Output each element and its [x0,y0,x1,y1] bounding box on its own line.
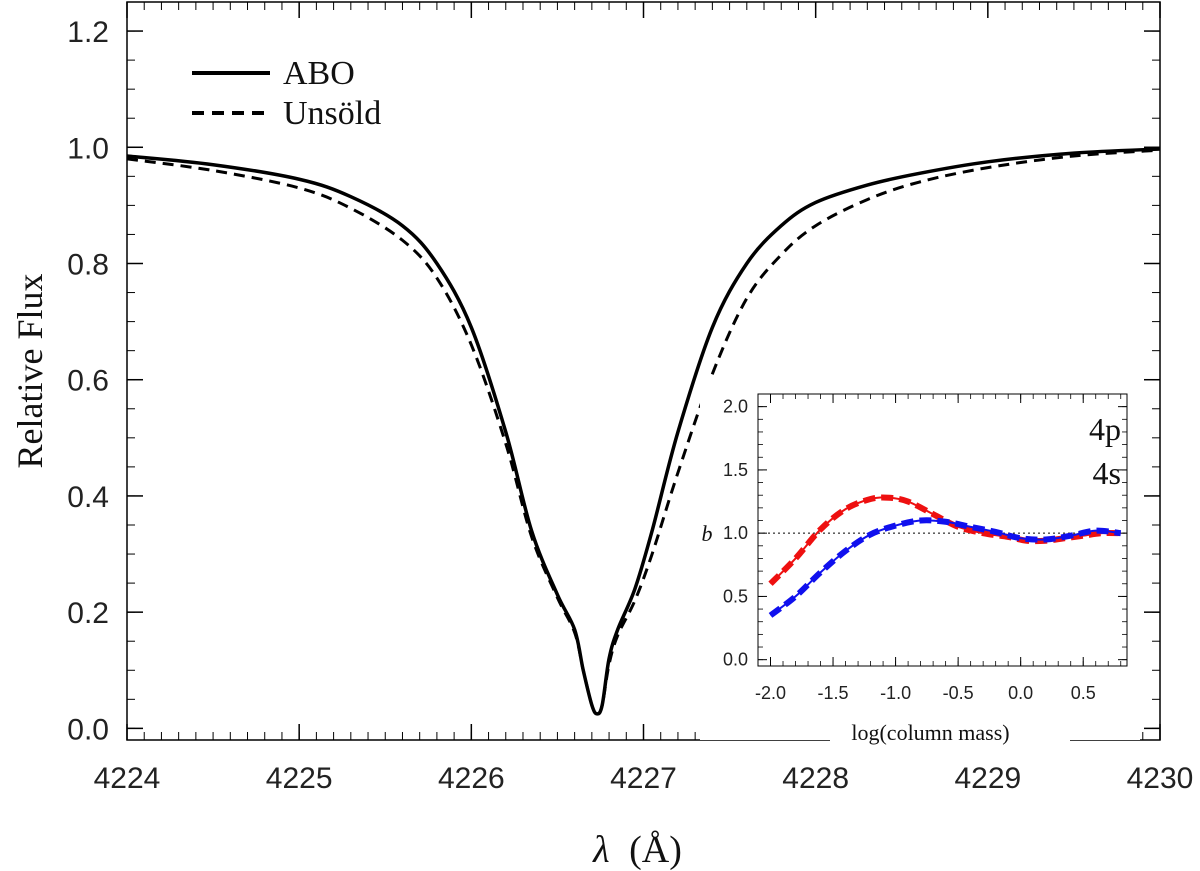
legend: ABO Unsöld [192,55,381,132]
x-tick-label: 4224 [94,762,161,795]
y-tick-label: 0.0 [67,713,109,746]
inset-series-4p-solid-line [769,519,1121,617]
inset-x-axis-label-background [830,718,1070,748]
y-tick-label: 0.8 [67,248,109,281]
inset-x-tick-label: -0.5 [943,683,974,703]
y-tick-label: 0.4 [67,481,109,514]
y-tick-label: 1.2 [67,16,109,49]
series-unsld-line [126,148,1161,716]
legend-label-unsold: Unsöld [283,95,381,132]
y-tick-label: 0.2 [67,597,109,630]
inset-background [700,380,1140,740]
x-tick-label: 4230 [1127,762,1194,795]
x-axis-label-unit: (Å) [629,829,682,871]
inset-y-tick-label: 1.5 [723,460,748,480]
inset-y-tick-label: 2.0 [723,397,748,417]
y-axis-label: Relative Flux [10,274,50,469]
x-axis-label: λ (Å) [592,829,682,871]
inset-x-axis-label: log(column mass) [851,720,1009,745]
x-tick-label: 4225 [266,762,333,795]
inset-annotation-4p: 4p [1089,411,1121,447]
x-tick-label: 4226 [438,762,505,795]
inset-ticks: -2.0 -1.5 -1.0 -0.5 0.0 0.5 0.0 0.5 1.0 1.5 2.0 [723,394,1127,703]
main-plot: 4224 4225 4226 4227 4228 4229 4230 0.0 0.2 0.4 0.6… [10,1,1193,871]
inset-x-tick-label: -1.5 [818,683,849,703]
inset-x-tick-label: -2.0 [755,683,786,703]
inset-annotation-4s: 4s [1093,455,1121,491]
y-tick-label: 0.6 [67,365,109,398]
main-series [126,147,1161,716]
legend-label-abo: ABO [283,55,355,92]
inset-x-tick-label: 0.0 [1008,683,1033,703]
x-axis-label-symbol: λ [592,829,609,871]
x-tick-label: 4227 [610,762,677,795]
inset-y-tick-label: 1.0 [723,523,748,543]
inset-y-axis-label: b [702,521,713,546]
inset-y-tick-label: 0.5 [723,586,748,606]
y-tick-label: 1.0 [67,132,109,165]
inset-plot: -2.0 -1.5 -1.0 -0.5 0.0 0.50.00.51.01.52.0 b … [700,380,1140,748]
inset-plot-frame [757,393,1128,667]
inset-series [768,494,1122,618]
main-ticks: 4224 4225 4226 4227 4228 4229 4230 0.0 0.2 0.4 0.6… [67,2,1193,795]
x-tick-label: 4228 [782,762,849,795]
inset-y-tick-label: 0.0 [723,650,748,670]
inset-x-tick-label: -1.0 [880,683,911,703]
inset-x-tick-label: 0.5 [1071,683,1096,703]
x-tick-label: 4229 [954,762,1021,795]
